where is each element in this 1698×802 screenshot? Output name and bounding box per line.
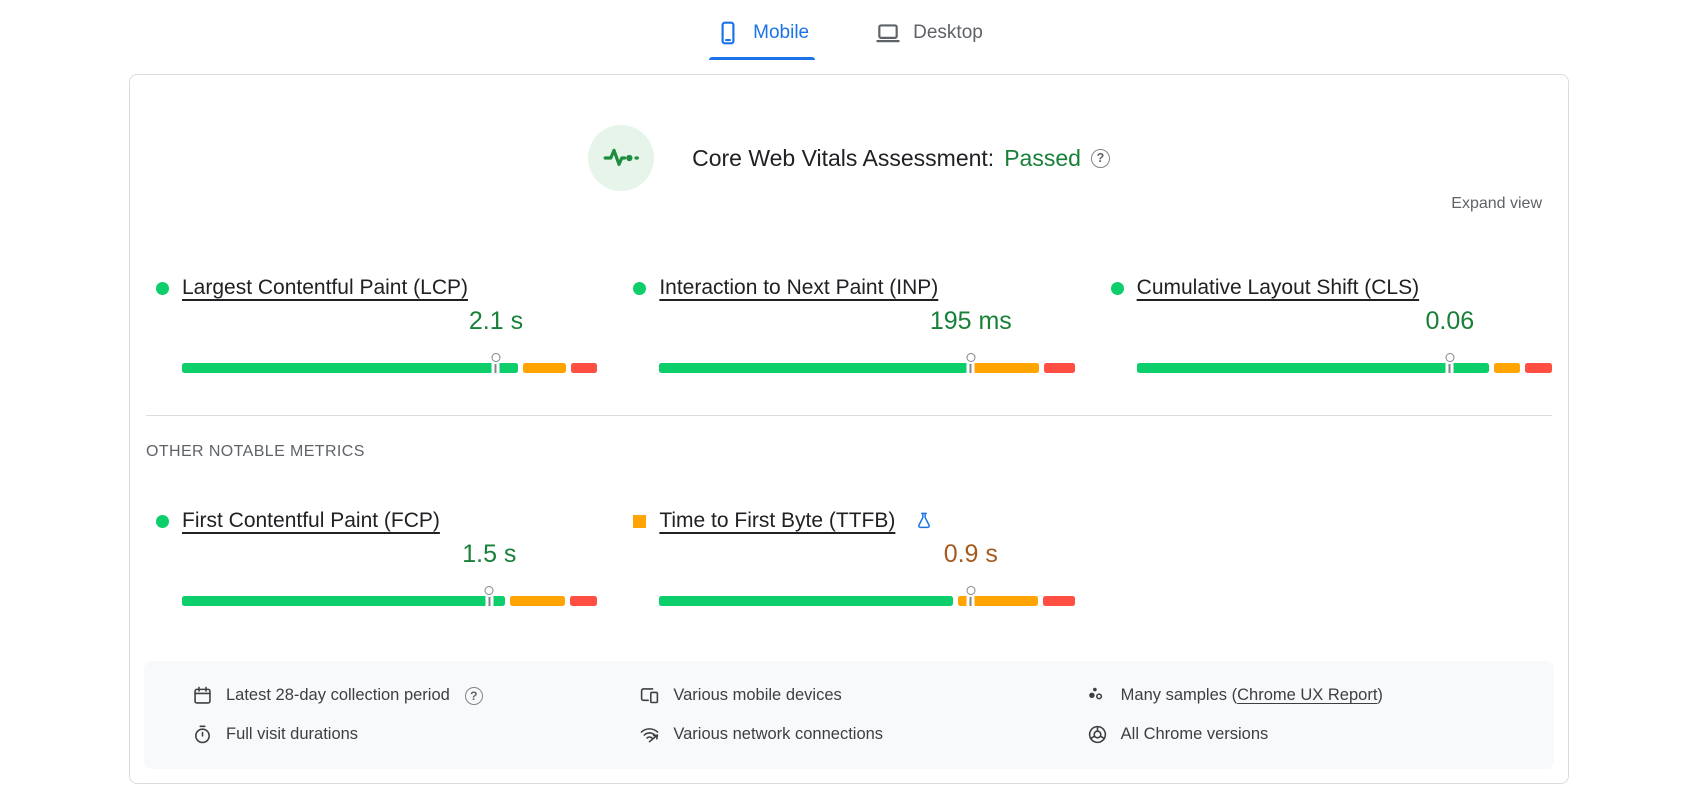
env-label: All Chrome versions bbox=[1120, 725, 1269, 743]
pulse-badge bbox=[588, 125, 655, 191]
metric-fcp: First Contentful Paint (FCP) 1.5 s bbox=[156, 508, 598, 606]
bar-segment-good bbox=[1136, 363, 1489, 373]
metric-inp-meter: 195 ms bbox=[659, 301, 1075, 373]
bar-segment-poor bbox=[569, 596, 598, 606]
device-tabs: Mobile Desktop bbox=[0, 0, 1698, 60]
core-web-vitals-card: Core Web Vitals Assessment: Passed ? Exp… bbox=[129, 74, 1569, 784]
bar-segment-poor bbox=[1525, 363, 1552, 373]
status-dot-icon bbox=[1110, 281, 1124, 295]
metric-fcp-meter: 1.5 s bbox=[182, 534, 598, 606]
assessment-header: Core Web Vitals Assessment: Passed ? bbox=[130, 125, 1568, 191]
metric-cls-value: 0.06 bbox=[1425, 307, 1475, 335]
status-dot-icon bbox=[633, 281, 647, 295]
metric-ttfb: Time to First Byte (TTFB) 0.9 s bbox=[633, 508, 1075, 606]
experimental-flask-icon[interactable] bbox=[914, 511, 934, 531]
assessment-help-icon[interactable]: ? bbox=[1090, 148, 1110, 168]
env-chrome-versions: All Chrome versions bbox=[1087, 724, 1534, 745]
stopwatch-icon bbox=[195, 725, 210, 744]
p75-marker-icon bbox=[966, 353, 976, 373]
pulse-icon bbox=[603, 148, 639, 166]
metric-inp-bar bbox=[659, 363, 1075, 373]
samples-suffix: ) bbox=[1377, 686, 1383, 704]
env-network: Various network connections bbox=[639, 724, 1086, 745]
desktop-laptop-icon bbox=[876, 24, 900, 43]
metric-ttfb-link[interactable]: Time to First Byte (TTFB) bbox=[659, 509, 896, 532]
metric-lcp-bar bbox=[182, 363, 598, 373]
metric-lcp-link[interactable]: Largest Contentful Paint (LCP) bbox=[182, 276, 468, 299]
metric-ttfb-meter: 0.9 s bbox=[659, 534, 1075, 606]
bar-segment-poor bbox=[1043, 596, 1075, 606]
env-label: Various network connections bbox=[673, 725, 884, 743]
bar-segment-good bbox=[182, 596, 505, 606]
bar-segment-average bbox=[958, 596, 1039, 606]
section-divider bbox=[146, 415, 1552, 416]
metric-fcp-bar bbox=[182, 596, 598, 606]
metric-lcp: Largest Contentful Paint (LCP) 2.1 s bbox=[156, 275, 598, 373]
chrome-icon bbox=[1088, 725, 1106, 744]
metric-cls-bar bbox=[1136, 363, 1552, 373]
env-collection-period: Latest 28-day collection period ? bbox=[192, 685, 639, 706]
bar-segment-poor bbox=[1043, 363, 1075, 373]
data-environment-panel: Latest 28-day collection period ? Variou… bbox=[144, 661, 1554, 769]
p75-marker-icon bbox=[491, 353, 501, 373]
metric-cls: Cumulative Layout Shift (CLS) 0.06 bbox=[1110, 275, 1552, 373]
env-devices: Various mobile devices bbox=[639, 685, 1086, 706]
collection-period-help-icon[interactable]: ? bbox=[464, 686, 483, 705]
status-dot-icon bbox=[156, 514, 169, 528]
p75-marker-icon bbox=[1445, 353, 1455, 373]
p75-marker-icon bbox=[966, 586, 976, 606]
metric-lcp-value: 2.1 s bbox=[468, 307, 524, 335]
core-metrics-row: Largest Contentful Paint (LCP) 2.1 s Int… bbox=[130, 275, 1568, 373]
bar-segment-good bbox=[659, 596, 954, 606]
other-metrics-heading: OTHER NOTABLE METRICS bbox=[146, 443, 365, 460]
metric-ttfb-value: 0.9 s bbox=[943, 540, 998, 568]
samples-prefix: Many samples ( bbox=[1120, 686, 1238, 704]
metric-ttfb-bar bbox=[659, 596, 1075, 606]
tab-desktop-label: Desktop bbox=[913, 22, 983, 43]
bar-segment-average bbox=[522, 363, 567, 373]
env-label: Full visit durations bbox=[226, 725, 359, 743]
bar-segment-good bbox=[659, 363, 968, 373]
calendar-icon bbox=[194, 686, 211, 704]
env-samples: Many samples (Chrome UX Report) bbox=[1087, 685, 1534, 706]
metric-inp-value: 195 ms bbox=[929, 307, 1012, 335]
network-icon bbox=[640, 728, 659, 743]
env-label: Many samples (Chrome UX Report) bbox=[1121, 686, 1383, 705]
tab-mobile[interactable]: Mobile bbox=[709, 12, 816, 60]
p75-marker-icon bbox=[484, 586, 494, 606]
chrome-ux-report-link[interactable]: Chrome UX Report bbox=[1237, 686, 1378, 704]
metric-cls-meter: 0.06 bbox=[1136, 301, 1552, 373]
bar-segment-poor bbox=[571, 363, 598, 373]
expand-view-button[interactable]: Expand view bbox=[1451, 195, 1542, 212]
metric-cls-link[interactable]: Cumulative Layout Shift (CLS) bbox=[1136, 276, 1420, 299]
metric-fcp-value: 1.5 s bbox=[462, 540, 517, 568]
samples-icon bbox=[1088, 687, 1102, 700]
metric-inp: Interaction to Next Paint (INP) 195 ms bbox=[633, 275, 1075, 373]
env-label: Various mobile devices bbox=[673, 686, 842, 704]
devices-icon bbox=[641, 688, 659, 704]
status-dot-icon bbox=[156, 281, 169, 295]
assessment-title-text: Core Web Vitals Assessment: bbox=[692, 144, 995, 171]
status-square-icon bbox=[633, 514, 647, 528]
env-durations: Full visit durations bbox=[192, 724, 639, 745]
metric-fcp-link[interactable]: First Contentful Paint (FCP) bbox=[182, 509, 440, 532]
other-metrics-row: First Contentful Paint (FCP) 1.5 s Time … bbox=[130, 508, 1568, 606]
assessment-title: Core Web Vitals Assessment: Passed ? bbox=[692, 145, 1110, 172]
mobile-phone-icon bbox=[721, 21, 735, 45]
bar-segment-average bbox=[1493, 363, 1521, 373]
tab-mobile-label: Mobile bbox=[753, 22, 810, 43]
bar-segment-average bbox=[510, 596, 565, 606]
bar-segment-good bbox=[182, 363, 518, 373]
bar-segment-average bbox=[972, 363, 1039, 373]
assessment-status: Passed bbox=[1004, 144, 1081, 171]
metric-lcp-meter: 2.1 s bbox=[182, 301, 598, 373]
metric-inp-link[interactable]: Interaction to Next Paint (INP) bbox=[659, 276, 939, 299]
env-label: Latest 28-day collection period bbox=[226, 686, 450, 704]
tab-desktop[interactable]: Desktop bbox=[869, 12, 989, 60]
